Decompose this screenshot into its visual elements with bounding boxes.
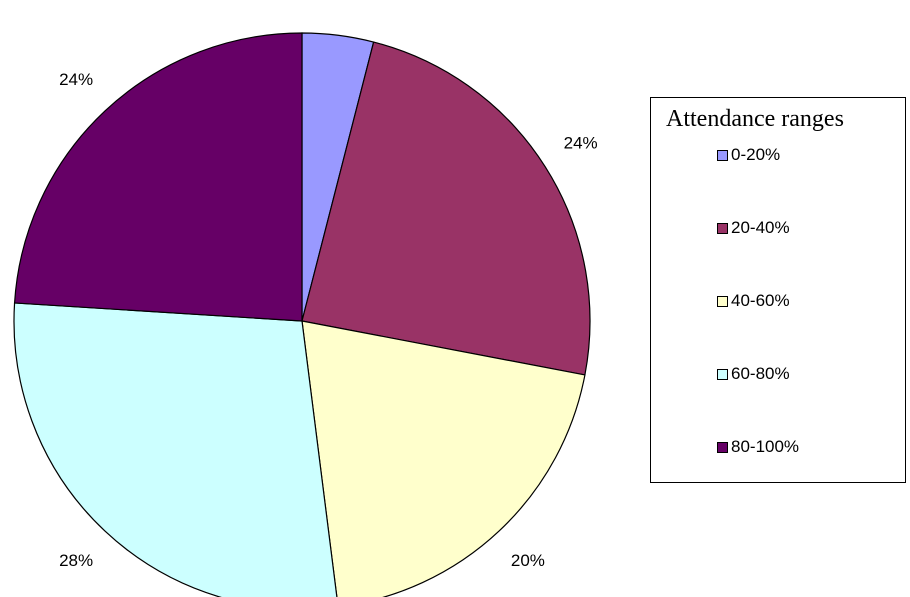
pie-slice-60-80 (13, 302, 338, 597)
legend-label: 40-60% (731, 291, 790, 310)
legend-item: 60-80% (717, 364, 790, 384)
legend-label: 20-40% (731, 218, 790, 237)
legend-item: 0-20% (717, 145, 780, 165)
data-label: 4% (331, 0, 356, 2)
pie-slice-20-40 (301, 41, 591, 376)
pie-slice-40-60 (301, 320, 586, 597)
data-label: 20% (511, 551, 545, 570)
legend-item: 40-60% (717, 291, 790, 311)
pie-slices (13, 32, 591, 597)
legend-swatch (717, 368, 728, 380)
legend-label: 0-20% (731, 145, 781, 164)
legend: Attendance ranges 0-20% 20-40% 40-60% 60-80… (650, 97, 906, 483)
data-label: 28% (59, 551, 93, 570)
legend-item: 20-40% (717, 218, 790, 238)
data-label: 24% (59, 70, 93, 89)
data-label: 24% (564, 134, 598, 153)
legend-swatch (717, 222, 728, 234)
legend-label: 60-80% (731, 364, 790, 383)
pie-slice-80-100 (13, 32, 303, 322)
legend-title: Attendance ranges (666, 106, 844, 132)
legend-swatch (717, 441, 728, 453)
legend-item: 80-100% (717, 437, 799, 457)
legend-label: 80-100% (731, 437, 800, 456)
pie-data-labels: 4% 24% 20% 28% 24% (59, 0, 598, 570)
legend-swatch (717, 149, 728, 161)
legend-swatch (717, 295, 728, 307)
